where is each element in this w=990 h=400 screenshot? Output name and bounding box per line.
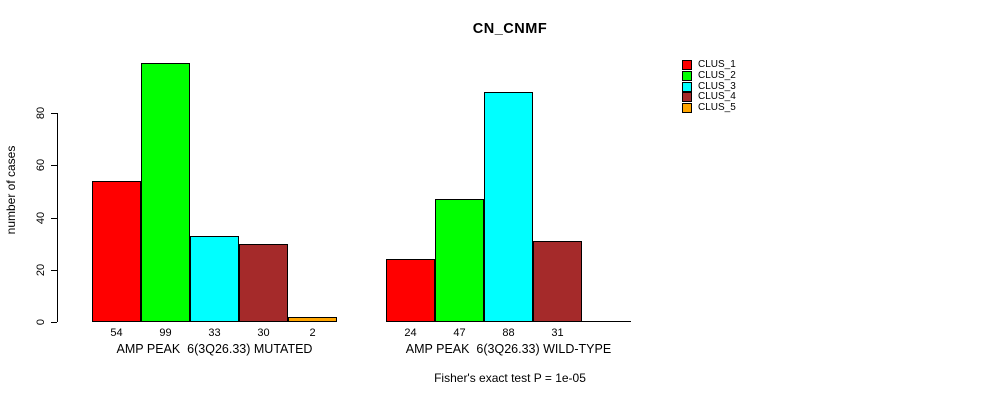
bar-group — [92, 0, 337, 322]
legend-item: CLUS_4 — [682, 92, 736, 103]
y-axis-label: number of cases — [4, 145, 18, 235]
bar-clus_4 — [239, 244, 288, 322]
legend-swatch-icon — [682, 81, 692, 92]
y-tick-mark — [51, 164, 57, 166]
y-tick-label: 0 — [35, 318, 47, 326]
bar-value-label: 30 — [257, 327, 270, 339]
footnote: Fisher's exact test P = 1e-05 — [434, 371, 586, 385]
legend-label: CLUS_1 — [698, 59, 736, 71]
bar-value-label: 33 — [208, 327, 221, 339]
legend-item: CLUS_2 — [682, 71, 736, 82]
bar-value-label: 2 — [309, 327, 316, 339]
y-tick-label: 40 — [35, 211, 47, 225]
bar-value-label: 47 — [453, 327, 466, 339]
legend-swatch-icon — [682, 103, 692, 114]
legend-swatch-icon — [682, 92, 692, 103]
legend-swatch-icon — [682, 71, 692, 82]
group-axis-label: AMP PEAK 6(3Q26.33) MUTATED — [116, 342, 313, 356]
bar-value-label: 54 — [110, 327, 123, 339]
bar-group — [386, 0, 631, 322]
legend-label: CLUS_3 — [698, 80, 736, 92]
group-axis-label: AMP PEAK 6(3Q26.33) WILD-TYPE — [405, 342, 612, 356]
bar-value-label: 31 — [551, 327, 564, 339]
bar-clus_3 — [484, 92, 533, 322]
y-axis-line — [57, 113, 58, 322]
legend-item: CLUS_5 — [682, 103, 736, 114]
legend-item: CLUS_1 — [682, 60, 736, 71]
bar-clus_2 — [141, 63, 190, 322]
bar-value-label: 88 — [502, 327, 515, 339]
x-axis-baseline — [92, 321, 337, 322]
legend-item: CLUS_3 — [682, 81, 736, 92]
bar-value-label: 24 — [404, 327, 417, 339]
x-axis-baseline — [386, 321, 631, 322]
legend: CLUS_1 CLUS_2 CLUS_3 CLUS_4 CLUS_5 — [682, 60, 736, 114]
y-tick-label: 80 — [35, 106, 47, 120]
y-tick-mark — [51, 217, 57, 219]
bar-clus_1 — [386, 259, 435, 322]
y-tick-mark — [51, 269, 57, 271]
bar-clus_1 — [92, 181, 141, 322]
legend-label: CLUS_5 — [698, 102, 736, 114]
y-tick-label: 20 — [35, 263, 47, 277]
legend-swatch-icon — [682, 60, 692, 71]
legend-label: CLUS_2 — [698, 70, 736, 82]
bar-clus_4 — [533, 241, 582, 322]
bar-clus_3 — [190, 236, 239, 322]
y-tick-mark — [51, 112, 57, 114]
chart-title: CN_CNMF — [472, 21, 548, 37]
y-tick-label: 60 — [35, 158, 47, 172]
bar-value-label: 99 — [159, 327, 172, 339]
bar-clus_2 — [435, 199, 484, 322]
y-tick-mark — [51, 321, 57, 323]
legend-label: CLUS_4 — [698, 91, 736, 103]
